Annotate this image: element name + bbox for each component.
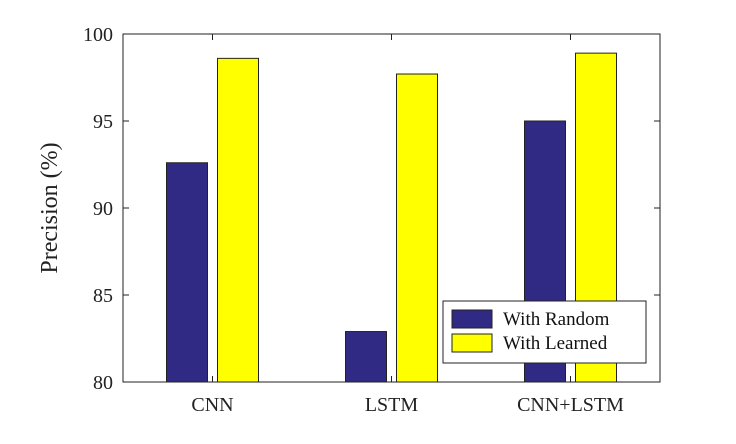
legend-swatch-with-random xyxy=(451,309,493,329)
y-tick-label: 80 xyxy=(93,372,113,394)
plot-frame xyxy=(122,33,661,383)
bar-with-random-cnn xyxy=(166,162,208,383)
bar-with-learned-lstm xyxy=(396,73,438,383)
y-tick-label: 100 xyxy=(83,24,113,46)
x-tick-label: LSTM xyxy=(365,394,419,416)
y-tick-label: 95 xyxy=(93,111,113,133)
bar-with-learned-cnn xyxy=(217,57,259,383)
bar-with-random-lstm xyxy=(345,331,387,383)
y-axis-label: Precision (%) xyxy=(37,142,63,273)
y-tick-label: 85 xyxy=(93,285,113,307)
x-tick-label: CNN xyxy=(191,394,233,416)
legend: With Random With Learned xyxy=(442,300,647,364)
x-tick-labels: CNN LSTM CNN+LSTM xyxy=(191,394,624,416)
y-tick-labels: 80 85 90 95 100 xyxy=(83,24,113,394)
x-tick-label: CNN+LSTM xyxy=(517,394,624,416)
legend-swatch-with-learned xyxy=(451,333,493,353)
y-tick-label: 90 xyxy=(93,198,113,220)
legend-label-with-learned: With Learned xyxy=(503,333,608,354)
legend-label-with-random: With Random xyxy=(503,309,610,330)
